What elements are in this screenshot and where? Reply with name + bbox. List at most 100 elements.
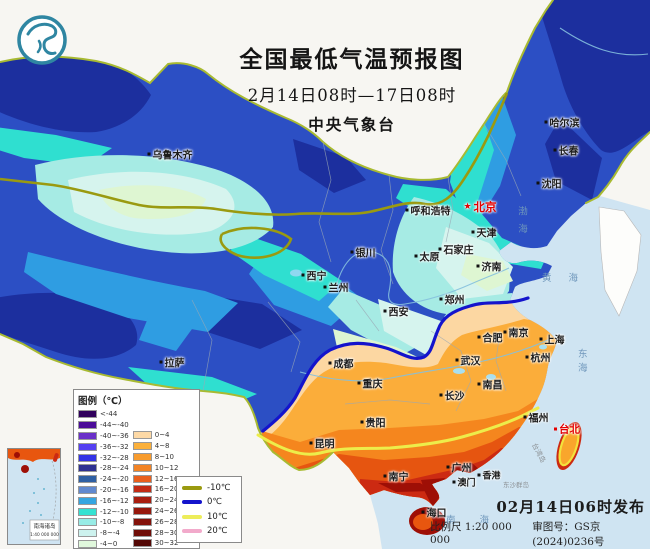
city-dot-icon [323, 285, 327, 289]
inset-map: 南海诸岛 1:40 000 000 [8, 449, 60, 544]
legend-row: 26~28 [132, 516, 178, 527]
isotherm-legend: -10℃ 0℃ 10℃ 20℃ [176, 476, 242, 543]
south-china-sea-inset: 南海诸岛 1:40 000 000 [7, 448, 61, 545]
city-label: 天津 [471, 225, 497, 240]
isoline-swatch [182, 486, 202, 490]
inset-scale: 1:40 000 000 [30, 532, 59, 538]
isoline-swatch [182, 528, 202, 533]
legend-swatch [132, 474, 152, 483]
temperature-legend: 图例（℃） <-44 -44~-40 -40~-36 -36~-32 -32~-… [73, 389, 200, 549]
city-dot-icon [350, 250, 354, 254]
isotherm-legend-row: -10℃ [182, 482, 236, 494]
rivers [299, 27, 649, 382]
isotherm-minus10 [0, 92, 509, 259]
city-label: 合肥 [477, 330, 503, 345]
city-dot-icon [477, 335, 481, 339]
city-dot-icon [421, 510, 425, 514]
legend-row: 12~16 [132, 473, 178, 484]
city-dot-icon [405, 208, 409, 212]
city-dot-icon [536, 181, 540, 185]
map-meta: 比例尺 1:20 000 000 审图号：GS京(2024)0236号 [430, 519, 650, 549]
legend-swatch [78, 507, 97, 516]
legend-swatch [78, 529, 97, 538]
legend-swatch [132, 485, 152, 494]
city-label: 兰州 [323, 280, 349, 295]
legend-row: 4~8 [132, 441, 179, 452]
city-label: 海口 [421, 505, 447, 520]
city-dot-icon [147, 152, 151, 156]
legend-cold-column: <-44 -44~-40 -40~-36 -36~-32 -32~-28 -28… [78, 409, 129, 549]
city-label: 济南 [476, 259, 502, 274]
sea-label: 南海 [446, 515, 514, 526]
city-label: 西宁 [301, 268, 327, 283]
legend-swatch [132, 539, 152, 548]
legend-swatch [78, 431, 97, 440]
legend-row: 0~4 [132, 430, 179, 441]
legend-swatch [78, 442, 97, 451]
city-dot-icon [476, 264, 480, 268]
legend-row: -28~-24 [78, 463, 129, 474]
legend-row: -12~-10 [78, 506, 129, 517]
lakes [290, 269, 547, 380]
city-label: 贵阳 [360, 415, 386, 430]
city-label: 南宁 [383, 469, 409, 484]
city-label: 南京 [503, 325, 529, 340]
sea-label: 渤海 [516, 206, 527, 241]
city-dot-icon [525, 355, 529, 359]
legend-row: -20~-16 [78, 485, 129, 496]
city-dot-icon [414, 254, 418, 258]
city-dot-icon [383, 309, 387, 313]
city-dot-icon [383, 474, 387, 478]
legend-swatch [78, 464, 97, 473]
sea-label: 东海 [578, 349, 618, 374]
city-label: 哈尔滨 [544, 115, 580, 130]
city-dot-icon [477, 382, 481, 386]
city-dot-icon [309, 441, 313, 445]
legend-swatch [132, 452, 152, 461]
legend-row: 20~24 [132, 495, 178, 506]
sea-area [370, 196, 650, 549]
legend-row: 24~26 [132, 506, 178, 517]
city-label: 拉萨 [159, 355, 185, 370]
korea-landmass [598, 206, 642, 317]
isotherm-legend-row: 0℃ [182, 496, 236, 508]
city-label: 福州 [523, 410, 549, 425]
isoline-swatch [182, 514, 202, 519]
legend-swatch [78, 421, 97, 430]
legend-swatch [78, 496, 97, 505]
legend-row: -10~-8 [78, 517, 129, 528]
legend-row: 10~12 [132, 462, 178, 473]
city-label: 台北 [554, 422, 580, 437]
publish-time: 02月14日06时发布 [496, 498, 645, 516]
city-dot-icon [554, 427, 557, 431]
city-label: 呼和浩特 [405, 203, 451, 218]
city-dot-icon [360, 420, 364, 424]
city-label: 银川 [350, 245, 376, 260]
city-dot-icon [159, 360, 163, 364]
agency-name: 中央气象台 [308, 115, 396, 134]
legend-swatch [78, 410, 97, 419]
legend-row: -32~-28 [78, 452, 129, 463]
legend-row: -16~-12 [78, 495, 129, 506]
city-label: 乌鲁木齐 [147, 147, 193, 162]
isotherm-0 [261, 296, 530, 433]
legend-row: 8~10 [132, 452, 179, 463]
legend-row: 30~32 [132, 538, 178, 549]
legend-swatch [132, 431, 152, 440]
city-label: 杭州 [525, 350, 551, 365]
legend-swatch [132, 463, 152, 472]
inset-name: 南海诸岛 [33, 522, 56, 530]
city-label: 广州 [446, 460, 472, 475]
legend-swatch [78, 539, 97, 548]
city-label: 沈阳 [536, 176, 562, 191]
city-label-capital: ★ 北京 [463, 200, 497, 214]
legend-row: -4~0 [78, 539, 129, 549]
hainan-island [409, 507, 445, 535]
sea-label: 黄海 [542, 273, 596, 284]
city-dot-icon [438, 247, 442, 251]
city-dot-icon [544, 120, 548, 124]
legend-row: 28~30 [132, 527, 178, 538]
city-dot-icon [553, 148, 557, 152]
province-borders [191, 123, 522, 412]
